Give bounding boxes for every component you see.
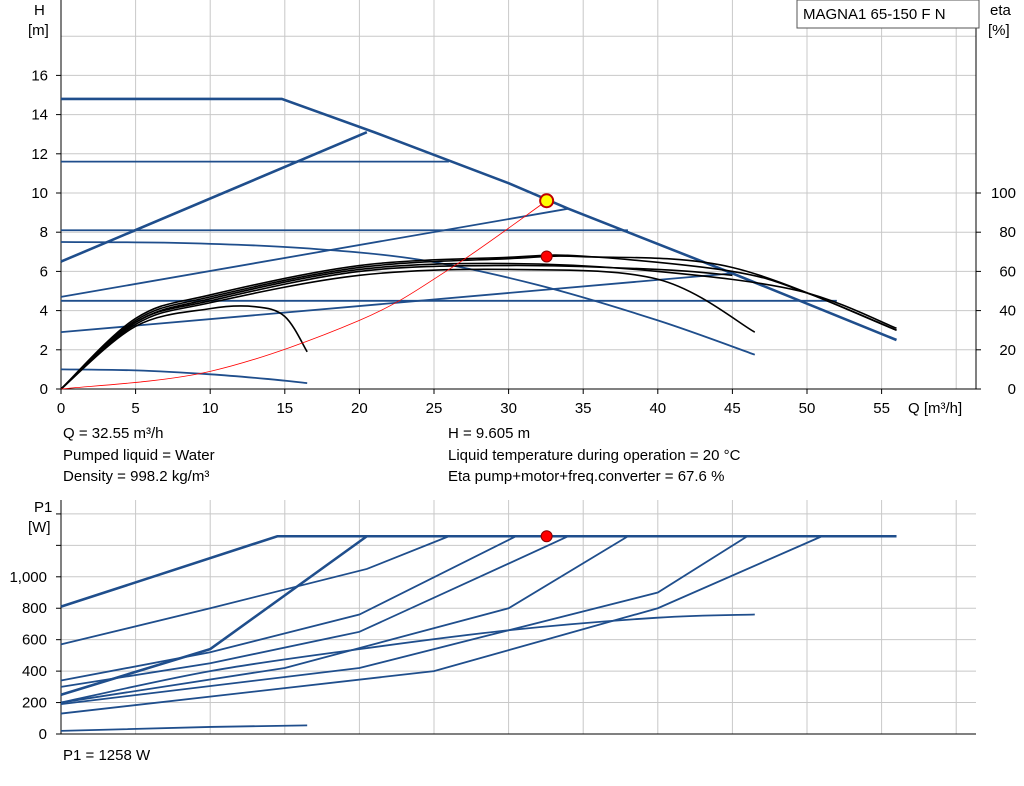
head-curve xyxy=(60,272,733,334)
y-axis-label-power: P1 xyxy=(34,499,52,516)
power-curve xyxy=(60,535,517,682)
y2-tick-label: 0 xyxy=(1008,381,1016,398)
y-axis-label-head: H xyxy=(34,2,45,19)
efficiency-curve xyxy=(60,262,897,390)
y2-tick-label: 60 xyxy=(999,263,1016,280)
x-tick-label: 10 xyxy=(202,400,219,417)
y-tick-label: 1,000 xyxy=(9,569,47,586)
y-tick-label: 12 xyxy=(31,146,48,163)
efficiency-curve xyxy=(60,305,308,390)
y-tick-label: 0 xyxy=(40,381,48,398)
head-chart-grid xyxy=(60,0,977,390)
power-curve xyxy=(60,535,368,696)
power-curve xyxy=(60,535,629,704)
efficiency-curve xyxy=(60,255,897,390)
power-curve xyxy=(60,534,897,608)
x-tick-label: 25 xyxy=(426,400,443,417)
efficiency-operating-point xyxy=(540,250,553,263)
y2-axis-label-eta: eta xyxy=(990,2,1012,19)
info-p1: P1 = 1258 W xyxy=(63,747,151,764)
efficiency-curve xyxy=(60,268,756,390)
y-axis-unit-head: [m] xyxy=(28,22,49,39)
power-curve xyxy=(60,613,755,704)
power-curve xyxy=(60,535,450,646)
chart-title: MAGNA1 65-150 F N xyxy=(803,6,946,23)
y-tick-label: 14 xyxy=(31,107,48,124)
x-tick-label: 30 xyxy=(500,400,517,417)
y-tick-label: 10 xyxy=(31,185,48,202)
power-chart-curves xyxy=(60,530,897,732)
y2-tick-label: 100 xyxy=(991,185,1016,202)
x-tick-label: 50 xyxy=(799,400,816,417)
head-curve xyxy=(60,368,308,385)
x-tick-label: 40 xyxy=(649,400,666,417)
info-eta: Eta pump+motor+freq.converter = 67.6 % xyxy=(448,468,725,485)
y-tick-label: 16 xyxy=(31,67,48,84)
y-tick-label: 600 xyxy=(22,632,47,649)
efficiency-curve xyxy=(60,254,897,390)
info-density: Density = 998.2 kg/m³ xyxy=(63,468,210,485)
head-chart-curves xyxy=(60,97,898,390)
y-tick-label: 2 xyxy=(40,342,48,359)
info-liquid: Pumped liquid = Water xyxy=(63,447,215,464)
y-tick-label: 8 xyxy=(40,224,48,241)
power-curve xyxy=(60,535,569,688)
efficiency-curve xyxy=(60,264,733,390)
y-tick-label: 800 xyxy=(22,600,47,617)
y2-tick-label: 20 xyxy=(999,342,1016,359)
head-curve xyxy=(60,131,368,263)
x-tick-label: 35 xyxy=(575,400,592,417)
x-tick-label: 5 xyxy=(131,400,139,417)
info-temperature: Liquid temperature during operation = 20… xyxy=(448,447,741,464)
x-tick-label: 0 xyxy=(57,400,65,417)
x-tick-label: 45 xyxy=(724,400,741,417)
x-axis-label: Q [m³/h] xyxy=(908,400,962,417)
title-box xyxy=(796,0,980,29)
x-tick-label: 55 xyxy=(873,400,890,417)
y-tick-label: 400 xyxy=(22,663,47,680)
system-curve xyxy=(60,200,547,390)
x-tick-label: 15 xyxy=(276,400,293,417)
y2-tick-label: 40 xyxy=(999,303,1016,320)
head-curve xyxy=(60,241,756,356)
power-curve xyxy=(60,535,823,715)
y-tick-label: 4 xyxy=(40,303,48,320)
duty-point xyxy=(539,193,555,209)
info-h: H = 9.605 m xyxy=(448,425,531,442)
head-curve xyxy=(60,207,569,298)
y2-tick-label: 80 xyxy=(999,224,1016,241)
y-tick-label: 0 xyxy=(39,726,47,743)
power-curve xyxy=(60,724,308,732)
y-tick-label: 200 xyxy=(22,695,47,712)
power-operating-point xyxy=(540,530,553,543)
x-tick-label: 20 xyxy=(351,400,368,417)
info-q: Q = 32.55 m³/h xyxy=(63,425,164,442)
y2-axis-unit-eta: [%] xyxy=(988,22,1010,39)
axis-ticks: 0 5 10 15 20 25 30 35 40 45 50 55 0 2 4 6 8 10 12 14 16 0 20 40… xyxy=(9,67,1016,743)
y-axis-unit-power: [W] xyxy=(28,519,51,536)
y-tick-label: 6 xyxy=(40,263,48,280)
